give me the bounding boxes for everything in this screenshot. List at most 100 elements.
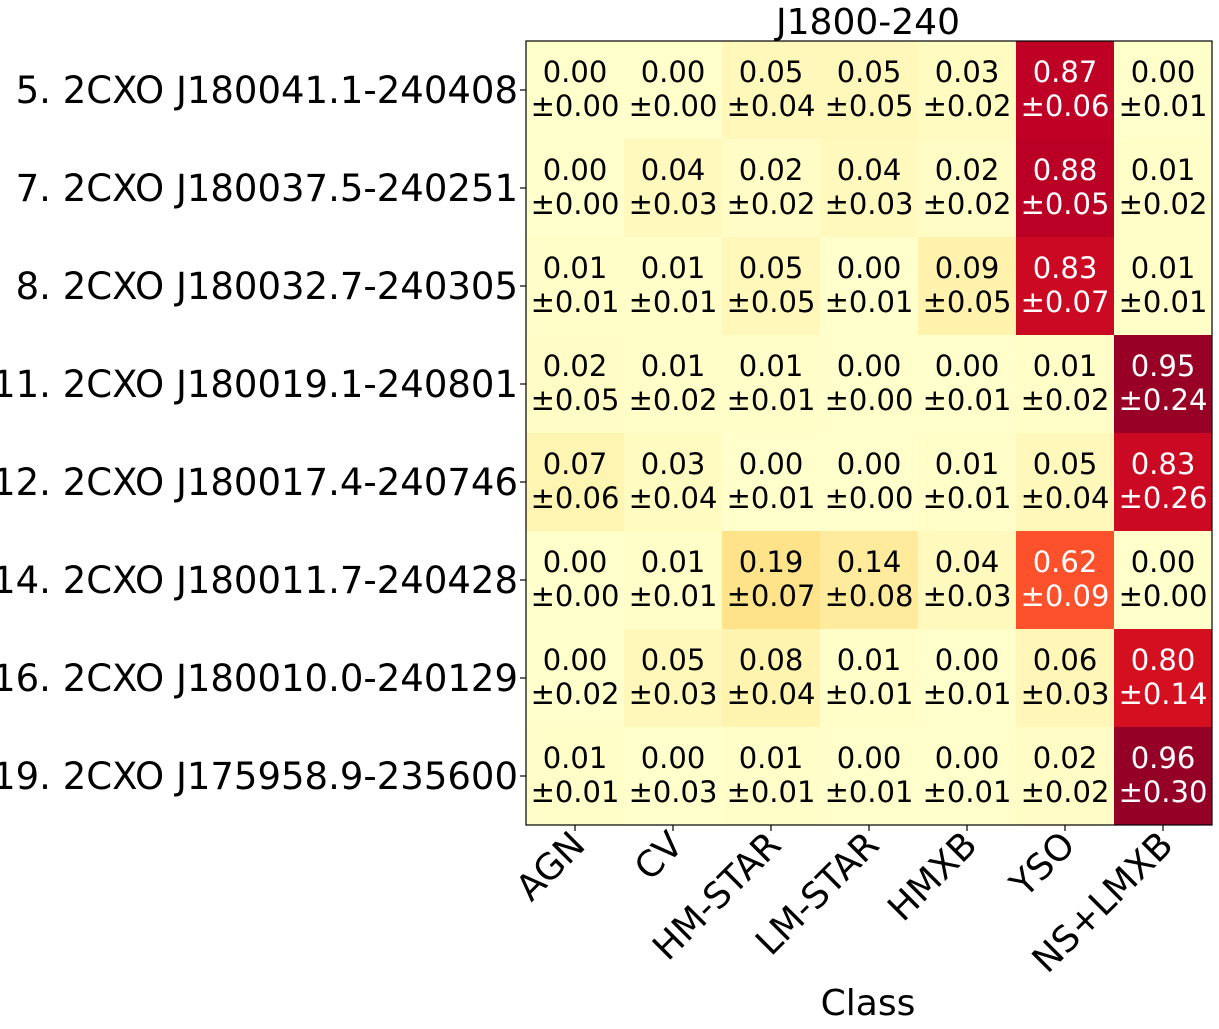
- cell-error-label: ±0.03: [1021, 677, 1110, 711]
- x-tick-label: YSO: [1002, 824, 1083, 905]
- cell-value-label: 0.83: [1033, 251, 1098, 285]
- heatmap-cell: [526, 629, 624, 727]
- heatmap-cell: [1114, 727, 1212, 825]
- heatmap-cell: [1114, 433, 1212, 531]
- cell-error-label: ±0.04: [727, 677, 816, 711]
- cell-error-label: ±0.00: [531, 187, 620, 221]
- heatmap-cell: [918, 41, 1016, 139]
- cell-error-label: ±0.07: [1021, 285, 1110, 319]
- cell-error-label: ±0.02: [1021, 383, 1110, 417]
- cell-value-label: 0.01: [1131, 153, 1196, 187]
- cell-error-label: ±0.00: [531, 89, 620, 123]
- cell-value-label: 0.00: [641, 741, 706, 775]
- cell-value-label: 0.62: [1033, 545, 1098, 579]
- cell-error-label: ±0.04: [1021, 481, 1110, 515]
- cell-error-label: ±0.04: [629, 481, 718, 515]
- cell-value-label: 0.00: [837, 447, 902, 481]
- heatmap-cell: [820, 335, 918, 433]
- cell-error-label: ±0.01: [923, 481, 1012, 515]
- cell-error-label: ±0.01: [1119, 285, 1208, 319]
- cell-error-label: ±0.26: [1119, 481, 1208, 515]
- heatmap-cell: [624, 433, 722, 531]
- cell-value-label: 0.00: [1131, 55, 1196, 89]
- heatmap-cell: [526, 531, 624, 629]
- cell-value-label: 0.01: [935, 447, 1000, 481]
- cell-value-label: 0.83: [1131, 447, 1196, 481]
- heatmap-cell: [624, 41, 722, 139]
- y-tick-label: 16. 2CXO J180010.0-240129: [0, 657, 518, 700]
- heatmap-cell: [526, 335, 624, 433]
- cell-value-label: 0.00: [739, 447, 804, 481]
- cell-value-label: 0.07: [543, 447, 608, 481]
- cell-value-label: 0.00: [837, 741, 902, 775]
- cell-value-label: 0.00: [1131, 545, 1196, 579]
- heatmap-cell: [918, 629, 1016, 727]
- cell-error-label: ±0.09: [1021, 579, 1110, 613]
- cell-error-label: ±0.01: [727, 775, 816, 809]
- cell-error-label: ±0.01: [923, 383, 1012, 417]
- cell-value-label: 0.02: [935, 153, 1000, 187]
- cell-value-label: 0.05: [1033, 447, 1098, 481]
- heatmap-cell: [526, 433, 624, 531]
- cell-value-label: 0.19: [739, 545, 804, 579]
- cell-value-label: 0.04: [935, 545, 1000, 579]
- cell-value-label: 0.00: [935, 349, 1000, 383]
- cell-error-label: ±0.01: [1119, 89, 1208, 123]
- heatmap-cell: [1114, 237, 1212, 335]
- heatmap-cell: [918, 433, 1016, 531]
- cell-value-label: 0.03: [641, 447, 706, 481]
- heatmap-cell: [1114, 531, 1212, 629]
- y-tick-label: 11. 2CXO J180019.1-240801: [0, 363, 518, 406]
- cell-error-label: ±0.02: [629, 383, 718, 417]
- cell-error-label: ±0.01: [531, 285, 620, 319]
- heatmap-cell: [1016, 531, 1114, 629]
- heatmap-cell: [918, 335, 1016, 433]
- cell-value-label: 0.02: [1033, 741, 1098, 775]
- y-tick-label: 5. 2CXO J180041.1-240408: [16, 69, 518, 112]
- heatmap-cell: [526, 237, 624, 335]
- heatmap-cell: [820, 237, 918, 335]
- cell-error-label: ±0.00: [825, 481, 914, 515]
- cell-error-label: ±0.03: [629, 187, 718, 221]
- cell-error-label: ±0.02: [1021, 775, 1110, 809]
- cell-error-label: ±0.01: [825, 285, 914, 319]
- cell-value-label: 0.00: [543, 545, 608, 579]
- cell-value-label: 0.95: [1131, 349, 1196, 383]
- cell-value-label: 0.00: [837, 251, 902, 285]
- cell-error-label: ±0.05: [531, 383, 620, 417]
- heatmap-cell: [722, 41, 820, 139]
- heatmap-cell: [624, 727, 722, 825]
- cell-value-label: 0.04: [837, 153, 902, 187]
- heatmap-cell: [722, 139, 820, 237]
- heatmap-cell: [722, 237, 820, 335]
- cell-error-label: ±0.00: [531, 579, 620, 613]
- cell-value-label: 0.05: [837, 55, 902, 89]
- cell-error-label: ±0.06: [1021, 89, 1110, 123]
- heatmap-cell: [722, 727, 820, 825]
- x-tick-label: CV: [627, 824, 691, 888]
- heatmap-cell: [624, 531, 722, 629]
- heatmap-cell: [820, 41, 918, 139]
- heatmap-cell: [1016, 433, 1114, 531]
- cell-error-label: ±0.01: [825, 775, 914, 809]
- cell-error-label: ±0.05: [1021, 187, 1110, 221]
- cell-error-label: ±0.03: [825, 187, 914, 221]
- cell-error-label: ±0.02: [923, 187, 1012, 221]
- heatmap-cell: [918, 237, 1016, 335]
- cell-error-label: ±0.00: [1119, 579, 1208, 613]
- y-tick-label: 19. 2CXO J175958.9-235600: [0, 755, 518, 798]
- cell-value-label: 0.05: [641, 643, 706, 677]
- cell-error-label: ±0.30: [1119, 775, 1208, 809]
- heatmap-cell: [624, 237, 722, 335]
- heatmap-cell: [526, 41, 624, 139]
- heatmap-cell: [820, 433, 918, 531]
- heatmap-cell: [1016, 629, 1114, 727]
- cell-error-label: ±0.00: [825, 383, 914, 417]
- cell-value-label: 0.00: [543, 643, 608, 677]
- cell-error-label: ±0.24: [1119, 383, 1208, 417]
- x-tick-label: HMXB: [880, 824, 985, 929]
- cell-error-label: ±0.03: [923, 579, 1012, 613]
- cell-value-label: 0.80: [1131, 643, 1196, 677]
- heatmap-cell: [1114, 629, 1212, 727]
